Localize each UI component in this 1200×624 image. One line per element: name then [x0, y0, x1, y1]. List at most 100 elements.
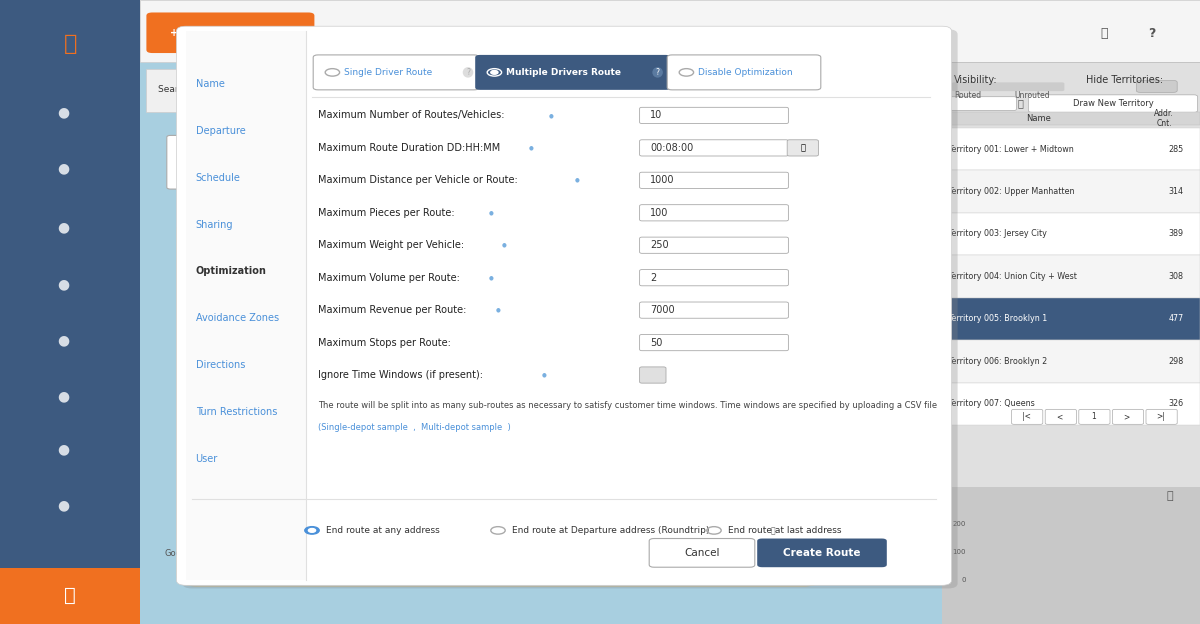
Text: ●: ● [58, 389, 70, 403]
Text: Search in Address Book:: Search in Address Book: [158, 85, 268, 94]
Text: Maximum Number of Routes/Vehicles:: Maximum Number of Routes/Vehicles: [318, 110, 504, 120]
FancyBboxPatch shape [1136, 80, 1177, 92]
Text: 1: 1 [1091, 412, 1096, 421]
Text: +: + [188, 142, 200, 157]
FancyBboxPatch shape [640, 140, 788, 156]
Text: 100: 100 [953, 549, 966, 555]
FancyBboxPatch shape [140, 62, 942, 624]
Text: ●: ● [58, 162, 70, 175]
Text: 🕐: 🕐 [800, 144, 805, 152]
Text: ●: ● [529, 145, 533, 150]
Text: Visibility:: Visibility: [954, 75, 997, 85]
Text: Maximum Volume per Route:: Maximum Volume per Route: [318, 273, 460, 283]
Circle shape [308, 529, 316, 532]
Circle shape [491, 71, 498, 74]
Text: ●: ● [490, 210, 493, 215]
Text: ●: ● [58, 105, 70, 119]
Text: 50: 50 [650, 338, 662, 348]
Text: Territory 004: Union City + West: Territory 004: Union City + West [948, 272, 1076, 281]
Text: 250: 250 [650, 240, 670, 250]
FancyBboxPatch shape [952, 82, 1064, 91]
FancyBboxPatch shape [640, 172, 788, 188]
Text: |<: |< [1021, 412, 1031, 421]
Text: Territory 007: Queens: Territory 007: Queens [948, 399, 1034, 408]
FancyBboxPatch shape [640, 367, 666, 383]
Text: ?: ? [466, 68, 470, 77]
Text: 00:08:00: 00:08:00 [650, 143, 694, 153]
FancyBboxPatch shape [1079, 409, 1110, 424]
FancyBboxPatch shape [942, 487, 1200, 624]
FancyBboxPatch shape [942, 170, 1200, 213]
Text: File: File [324, 28, 341, 38]
Text: Maximum Pieces per Route:: Maximum Pieces per Route: [318, 208, 455, 218]
Text: ?: ? [1148, 27, 1156, 39]
Text: 200: 200 [953, 521, 966, 527]
FancyBboxPatch shape [140, 0, 1200, 62]
Text: Name: Name [1026, 114, 1051, 123]
Text: 📷: 📷 [1100, 27, 1108, 39]
Text: ●: ● [542, 373, 546, 378]
Text: Optimization: Optimization [196, 266, 266, 276]
FancyBboxPatch shape [942, 340, 1200, 383]
Text: ●: ● [58, 499, 70, 512]
FancyBboxPatch shape [757, 539, 887, 567]
Text: + Add New Addresses: + Add New Addresses [170, 28, 290, 38]
Text: Help: Help [416, 28, 440, 38]
Text: Edit: Edit [371, 28, 390, 38]
FancyBboxPatch shape [640, 302, 788, 318]
Text: The route will be split into as many sub-routes as necessary to satisfy customer: The route will be split into as many sub… [318, 401, 937, 410]
Text: Directions: Directions [196, 360, 245, 370]
Text: 7000: 7000 [650, 305, 676, 315]
Text: 1000: 1000 [650, 175, 674, 185]
FancyBboxPatch shape [475, 55, 671, 90]
Text: Territory 001: Lower + Midtown: Territory 001: Lower + Midtown [948, 145, 1074, 154]
FancyBboxPatch shape [182, 29, 958, 588]
Text: Create Route: Create Route [784, 548, 860, 558]
FancyBboxPatch shape [0, 568, 140, 624]
Text: Territory 006: Brooklyn 2: Territory 006: Brooklyn 2 [948, 357, 1048, 366]
Circle shape [305, 527, 319, 534]
FancyBboxPatch shape [942, 255, 1200, 298]
FancyBboxPatch shape [640, 237, 788, 253]
Text: ●: ● [58, 442, 70, 456]
FancyBboxPatch shape [1112, 409, 1144, 424]
Text: ⤢: ⤢ [1166, 491, 1174, 501]
Text: ●: ● [575, 178, 580, 183]
Text: Maximum Stops per Route:: Maximum Stops per Route: [318, 338, 451, 348]
Text: 🅁: 🅁 [64, 34, 77, 54]
FancyBboxPatch shape [942, 213, 1200, 255]
Text: Maximum Route Duration DD:HH:MM: Maximum Route Duration DD:HH:MM [318, 143, 500, 153]
Text: 0: 0 [961, 577, 966, 583]
Text: 2: 2 [650, 273, 656, 283]
Text: 298: 298 [1169, 357, 1183, 366]
Text: >: > [1123, 412, 1130, 421]
Text: −: − [186, 159, 203, 178]
Text: Multiple Drivers Route: Multiple Drivers Route [506, 68, 622, 77]
FancyBboxPatch shape [942, 62, 1200, 624]
Text: Ignore Time Windows (if present):: Ignore Time Windows (if present): [318, 370, 482, 380]
Text: Disable Optimization: Disable Optimization [698, 68, 793, 77]
Text: ●: ● [58, 277, 70, 291]
Text: >|: >| [1156, 412, 1165, 421]
Text: 10: 10 [650, 110, 662, 120]
FancyBboxPatch shape [942, 298, 1200, 340]
Text: Name: Name [196, 79, 224, 89]
FancyBboxPatch shape [787, 140, 818, 156]
Text: Maximum Distance per Vehicle or Route:: Maximum Distance per Vehicle or Route: [318, 175, 517, 185]
Text: 💬: 💬 [65, 587, 76, 605]
Text: End route at last address: End route at last address [728, 526, 842, 535]
Text: 477: 477 [1169, 314, 1183, 323]
Text: Unrouted: Unrouted [1014, 91, 1050, 100]
Text: 🔍: 🔍 [1018, 99, 1022, 109]
FancyBboxPatch shape [942, 383, 1200, 425]
Text: 314: 314 [1169, 187, 1183, 196]
FancyBboxPatch shape [0, 0, 140, 624]
Text: 326: 326 [1169, 399, 1183, 408]
FancyBboxPatch shape [1028, 95, 1198, 112]
Text: ●: ● [58, 221, 70, 235]
Text: ●: ● [503, 243, 506, 248]
Text: Addr.
Cnt.: Addr. Cnt. [1154, 109, 1174, 129]
FancyBboxPatch shape [1045, 409, 1076, 424]
FancyBboxPatch shape [640, 334, 788, 351]
Text: Routed: Routed [954, 91, 982, 100]
